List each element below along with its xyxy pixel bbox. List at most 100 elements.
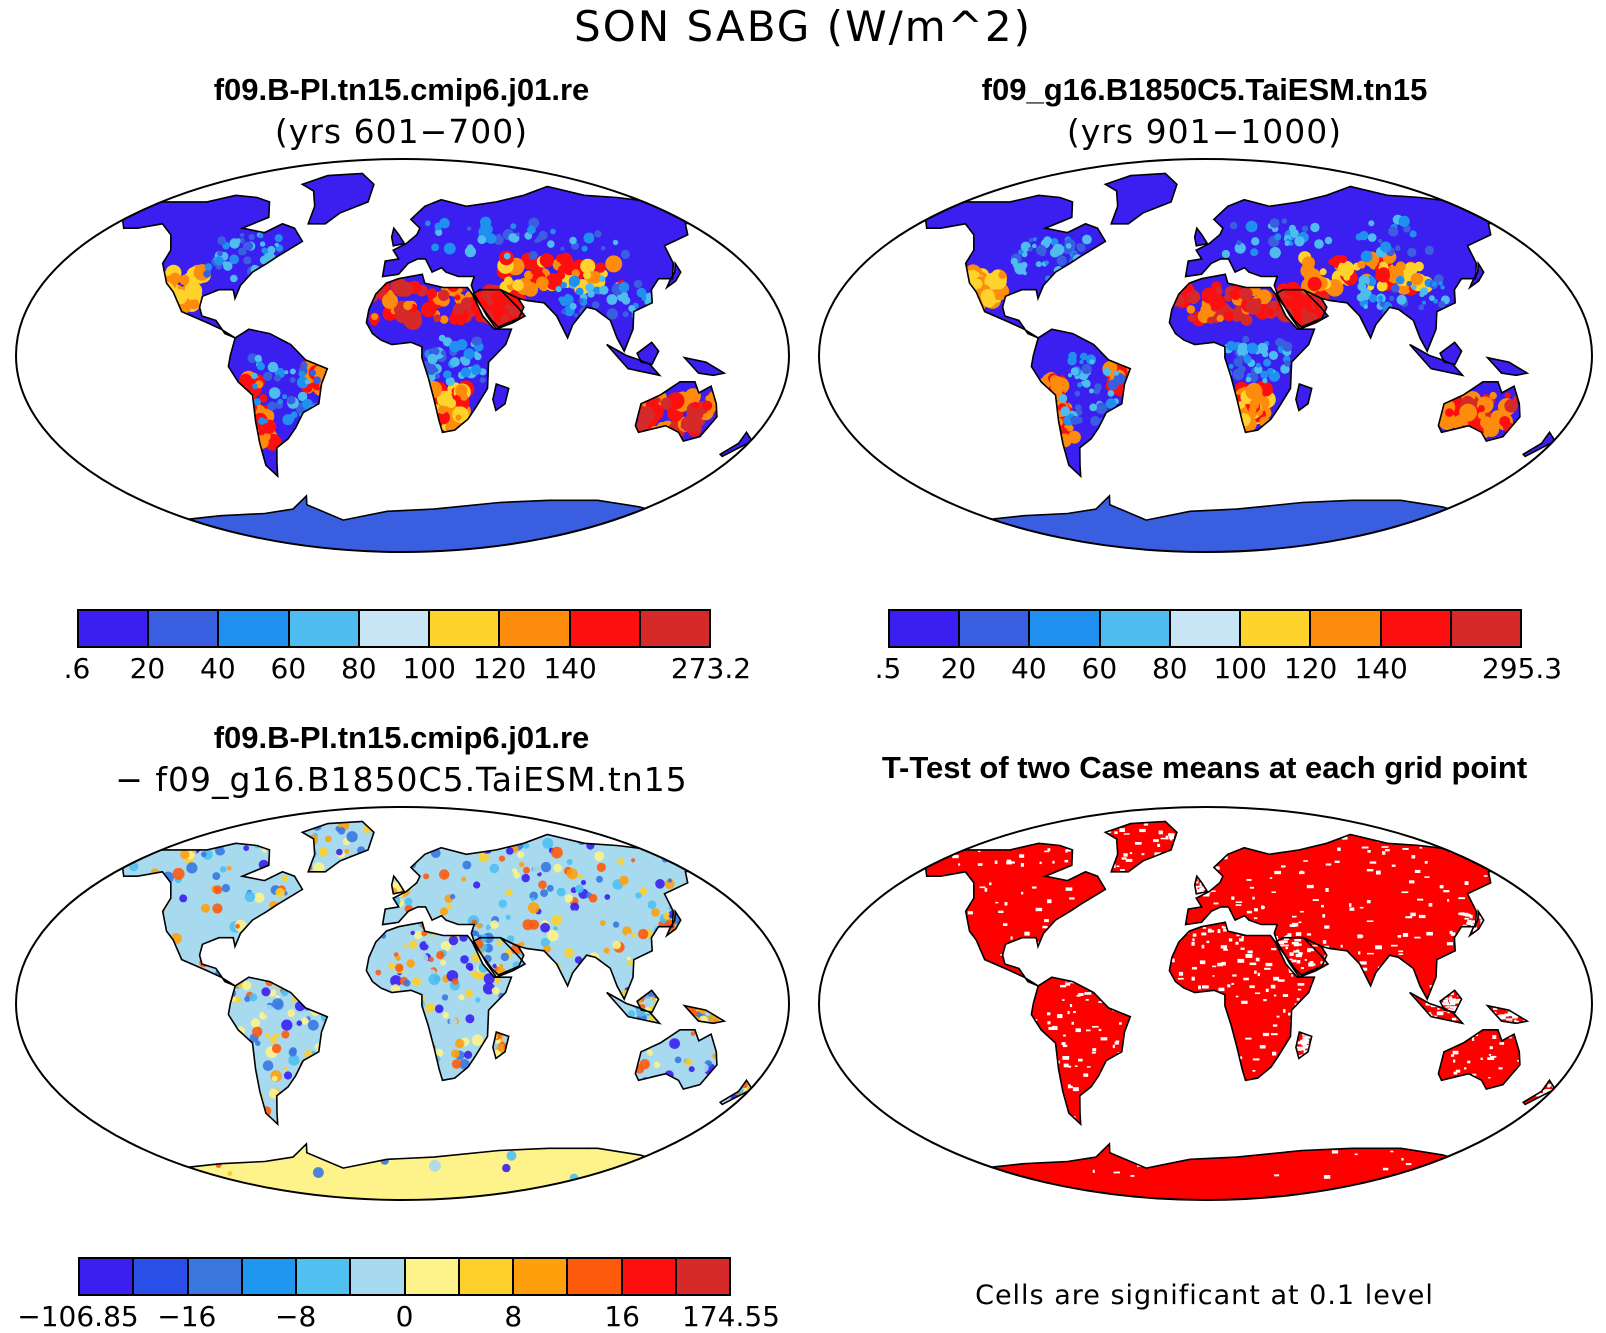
colorbar-tick-label: 140	[1354, 652, 1408, 685]
coastline	[471, 936, 525, 976]
panel1-title: f09.B-PI.tn15.cmip6.j01.re	[213, 72, 590, 107]
map-frame	[818, 806, 1593, 1201]
colorbar-tick-label: 16	[604, 1300, 640, 1333]
coastline	[1295, 382, 1313, 412]
colorbar-tick-label: 100	[1213, 652, 1267, 685]
colorbar-swatch	[676, 1259, 729, 1294]
land-northAmerica	[925, 843, 1106, 986]
colorbar-swatch	[188, 1259, 243, 1294]
colorbar-swatch	[890, 611, 961, 646]
land-uk	[391, 228, 405, 246]
coastline	[381, 185, 708, 353]
coastline	[634, 381, 718, 443]
coastline	[1439, 341, 1463, 366]
land-northAmerica	[122, 843, 303, 986]
colorbar-swatch	[1170, 611, 1242, 646]
panel2-title: f09_g16.B1850C5.TaiESM.tn15	[981, 72, 1428, 107]
colorbar-tick-label: 20	[940, 652, 977, 685]
colorbar-tick-label: 8	[504, 1300, 523, 1333]
colorbar-swatch	[149, 611, 220, 646]
colorbar-swatch	[359, 611, 431, 646]
panel2-subtitle: (yrs 901−1000)	[1066, 112, 1343, 151]
colorbar-swatch	[459, 1259, 514, 1294]
land-greenland	[1105, 173, 1177, 224]
coastline	[381, 833, 708, 1001]
coastline	[1168, 921, 1316, 1082]
colorbar-swatch	[1451, 611, 1520, 646]
colorbar-tick-label: 60	[1081, 652, 1118, 685]
coastline	[1437, 1029, 1521, 1091]
map-frame	[15, 806, 790, 1201]
colorbar-tick-label: .6	[63, 652, 91, 685]
land-borneo	[637, 342, 659, 365]
colorbar-tick-label: 120	[1283, 652, 1338, 685]
colorbar-swatch	[405, 1259, 460, 1294]
coastline	[664, 908, 682, 938]
significance-note: Cells are significant at 0.1 level	[975, 1280, 1434, 1311]
coastline	[365, 273, 513, 434]
panel2-colorbar	[888, 609, 1522, 648]
colorbar-swatch	[640, 611, 709, 646]
coastline	[636, 341, 660, 366]
colorbar-swatch	[80, 1259, 135, 1294]
coastline	[390, 226, 406, 247]
colorbar-tick-label: 60	[270, 652, 307, 685]
coastline	[682, 1004, 727, 1025]
map-frame	[15, 158, 790, 553]
coastline	[1184, 833, 1511, 1001]
colorbar-swatch	[219, 611, 290, 646]
coastline	[300, 172, 375, 225]
panel1-map	[15, 158, 790, 553]
coastline	[1193, 226, 1209, 247]
colorbar-swatch	[1381, 611, 1452, 646]
colorbar-tick-label: 100	[402, 652, 456, 685]
coastline	[227, 976, 329, 1127]
coastline	[1184, 185, 1511, 353]
colorbar-tick-label: .5	[874, 652, 902, 685]
panel3-map	[15, 806, 790, 1201]
panel1-colorbar	[77, 609, 711, 648]
coastline	[636, 989, 660, 1014]
colorbar-swatch	[960, 611, 1031, 646]
colorbar-swatch	[430, 611, 501, 646]
panel1-subtitle: (yrs 601−700)	[274, 112, 529, 151]
land-newguinea	[684, 357, 725, 376]
colorbar-swatch	[514, 1259, 569, 1294]
coastline	[121, 842, 304, 987]
coastline	[606, 991, 662, 1025]
coastline	[390, 874, 406, 895]
coastline	[300, 820, 375, 873]
land-uk	[1194, 228, 1208, 246]
colorbar-swatch	[1100, 611, 1171, 646]
coastline	[1103, 820, 1178, 873]
colorbar-tick-label: 295.3	[1481, 652, 1563, 685]
colorbar-swatch	[570, 611, 641, 646]
coastline	[1439, 989, 1463, 1014]
colorbar-tick-label: 40	[1011, 652, 1047, 685]
coastline	[1409, 343, 1465, 377]
coastline	[1485, 1004, 1530, 1025]
panel4-title: T-Test of two Case means at each grid po…	[881, 750, 1528, 785]
panel3-colorbar	[78, 1257, 731, 1296]
colorbar-swatch	[79, 611, 150, 646]
coastline	[1467, 908, 1485, 938]
coastline	[1485, 356, 1530, 377]
coastline	[924, 842, 1107, 987]
panel4-map	[818, 806, 1593, 1201]
coastline	[682, 356, 727, 377]
coastline	[1409, 991, 1465, 1025]
colorbar-swatch	[500, 611, 571, 646]
coastline	[1030, 976, 1132, 1127]
colorbar-tick-label: 80	[1151, 652, 1188, 685]
colorbar-swatch	[568, 1259, 623, 1294]
land-borneo	[1440, 342, 1462, 365]
colorbar-swatch	[297, 1259, 352, 1294]
coastline	[227, 328, 329, 479]
colorbar-swatch	[242, 1259, 297, 1294]
coastline	[1193, 874, 1209, 895]
panel3-subtitle: − f09_g16.B1850C5.TaiESM.tn15	[115, 760, 688, 799]
coastline	[1168, 273, 1316, 434]
colorbar-swatch	[1241, 611, 1312, 646]
coastline	[471, 288, 525, 328]
panel3-title: f09.B-PI.tn15.cmip6.j01.re	[213, 720, 590, 755]
